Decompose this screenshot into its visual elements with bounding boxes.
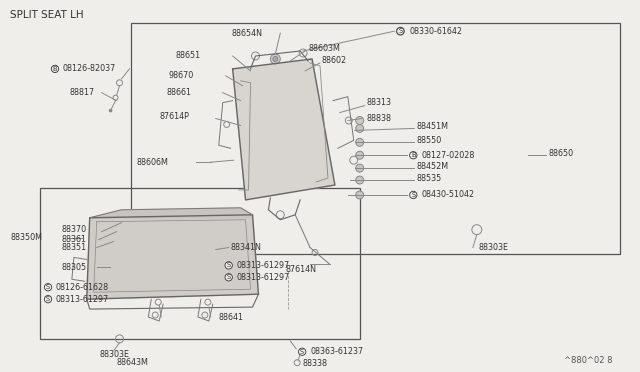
Text: S: S (227, 274, 231, 280)
Text: 08330-61642: 08330-61642 (410, 27, 462, 36)
Text: 88303E: 88303E (479, 243, 509, 252)
Text: 08313-61297: 08313-61297 (237, 273, 290, 282)
Text: 88350M: 88350M (10, 233, 42, 242)
Text: S: S (46, 284, 50, 290)
Text: 08126-61628: 08126-61628 (56, 283, 109, 292)
Ellipse shape (273, 57, 278, 61)
Text: 88305: 88305 (62, 263, 87, 272)
Ellipse shape (109, 109, 112, 112)
Text: 88651: 88651 (175, 51, 200, 61)
Text: B: B (411, 152, 415, 158)
Text: SPLIT SEAT LH: SPLIT SEAT LH (10, 10, 84, 20)
Text: 08313-61297: 08313-61297 (237, 261, 290, 270)
Text: S: S (227, 262, 231, 269)
Text: B: B (52, 66, 57, 72)
Text: 88303E: 88303E (100, 350, 130, 359)
Text: 88535: 88535 (416, 174, 442, 183)
Ellipse shape (356, 138, 364, 146)
Text: 88550: 88550 (416, 136, 442, 145)
Bar (131, 23, 620, 254)
Text: 87614N: 87614N (285, 265, 316, 274)
Polygon shape (233, 59, 335, 200)
Text: S: S (46, 296, 50, 302)
Text: 08313-61297: 08313-61297 (56, 295, 109, 304)
Text: 88603M: 88603M (308, 44, 340, 52)
Text: 88606M: 88606M (136, 158, 168, 167)
Ellipse shape (356, 116, 364, 125)
Text: 88313: 88313 (367, 98, 392, 107)
Ellipse shape (356, 125, 364, 132)
Text: 88641: 88641 (219, 312, 244, 321)
Ellipse shape (356, 164, 364, 172)
Text: ^880^02 8: ^880^02 8 (564, 356, 612, 365)
Text: 88452M: 88452M (416, 162, 449, 171)
Text: 87614P: 87614P (159, 112, 189, 121)
Text: 88650: 88650 (548, 149, 573, 158)
Bar (40, 188, 360, 339)
Ellipse shape (270, 54, 280, 64)
Text: 88661: 88661 (166, 88, 191, 97)
Text: 88451M: 88451M (416, 122, 448, 131)
Text: 08430-51042: 08430-51042 (421, 190, 474, 199)
Text: 08126-82037: 08126-82037 (63, 64, 116, 73)
Text: 88817: 88817 (70, 88, 95, 97)
Text: 88351: 88351 (62, 243, 87, 252)
Ellipse shape (356, 176, 364, 184)
Text: 88341N: 88341N (230, 243, 262, 252)
Text: 08127-02028: 08127-02028 (421, 151, 475, 160)
Text: S: S (300, 349, 304, 355)
Text: 88338: 88338 (302, 359, 327, 368)
Polygon shape (90, 208, 253, 218)
Text: 88370: 88370 (62, 225, 87, 234)
Text: 88602: 88602 (322, 57, 347, 65)
Text: 88643M: 88643M (116, 358, 148, 367)
Text: 08363-61237: 08363-61237 (310, 347, 363, 356)
Text: 98670: 98670 (168, 71, 193, 80)
Polygon shape (87, 215, 259, 299)
Text: 88654N: 88654N (232, 29, 262, 38)
Ellipse shape (356, 151, 364, 159)
Text: 88838: 88838 (367, 114, 392, 123)
Ellipse shape (356, 191, 364, 199)
Text: 88361: 88361 (62, 235, 87, 244)
Text: S: S (412, 192, 415, 198)
Text: S: S (398, 28, 403, 34)
